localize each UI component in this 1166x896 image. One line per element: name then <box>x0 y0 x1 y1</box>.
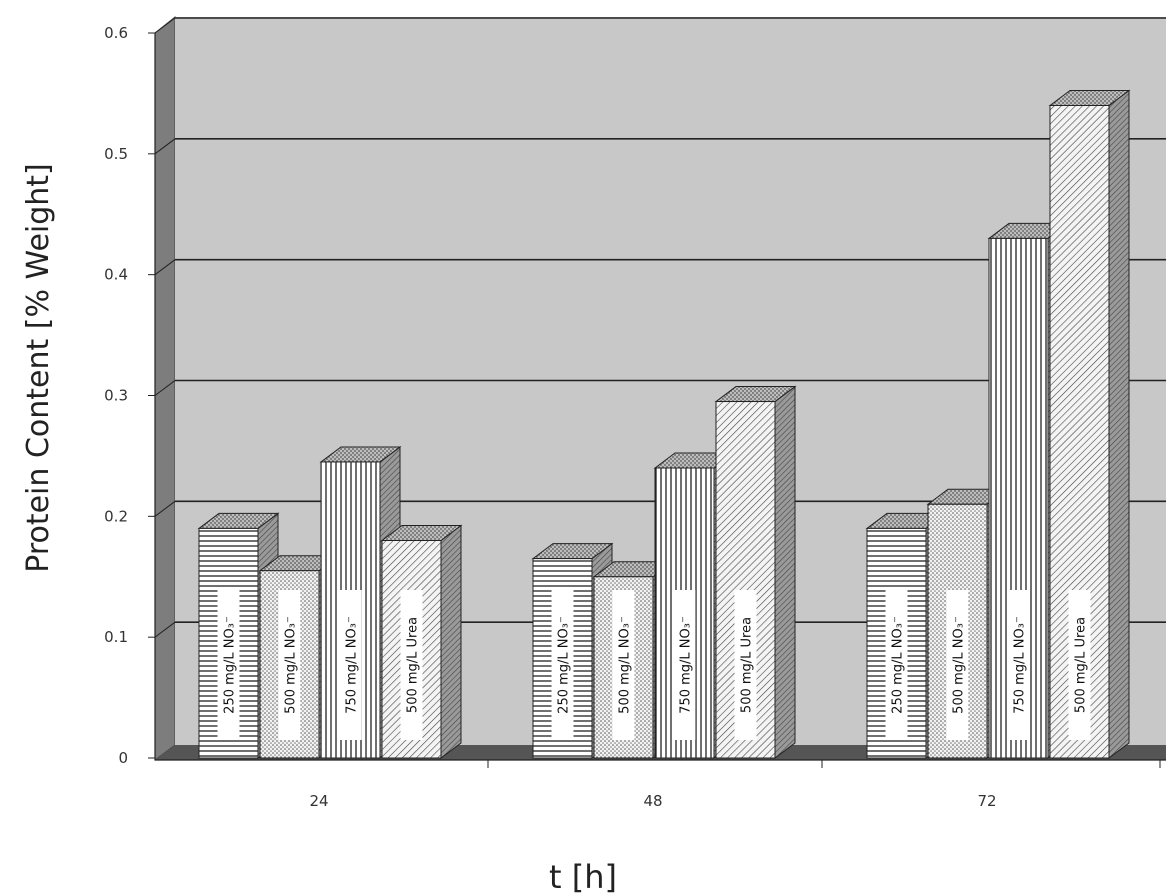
series-label: 250 mg/L NO₃⁻ <box>223 616 238 714</box>
x-axis-title: t [h] <box>549 858 617 896</box>
bar: 500 mg/L Urea <box>714 385 797 759</box>
bar-label-bg <box>946 590 969 740</box>
y-axis-title: Protein Content [% Weight] <box>21 163 56 573</box>
axes <box>148 32 1166 768</box>
bar-label-bg <box>1007 590 1030 740</box>
gridline-side <box>154 138 176 155</box>
series-label: 750 mg/L NO₃⁻ <box>679 616 694 714</box>
y-tick-label: 0.6 <box>104 24 128 42</box>
bar: 250 mg/L NO₃⁻ <box>865 512 948 759</box>
bar-label-bg <box>612 590 635 740</box>
series-label: 250 mg/L NO₃⁻ <box>891 616 906 714</box>
gridline-side <box>154 621 176 638</box>
bar-label-bg <box>339 590 362 740</box>
bar-label-bg <box>217 590 240 740</box>
series-label: 750 mg/L NO₃⁻ <box>1013 616 1028 714</box>
y-tick-label: 0.4 <box>104 266 128 284</box>
bar-side <box>1108 89 1130 759</box>
series-label: 250 mg/L NO₃⁻ <box>557 616 572 714</box>
x-tick-label: 48 <box>643 792 662 810</box>
series-label: 500 mg/L NO₃⁻ <box>284 616 299 714</box>
bar-label-bg <box>734 590 757 740</box>
series-label: 750 mg/L NO₃⁻ <box>345 616 360 714</box>
bar-side <box>440 524 462 759</box>
bar-label-bg <box>673 590 696 740</box>
bar: 500 mg/L Urea <box>380 524 463 759</box>
series-label: 500 mg/L Urea <box>406 617 421 713</box>
bar-label-bg <box>885 590 908 740</box>
bar-label-bg <box>400 590 423 740</box>
bar-side <box>774 385 796 759</box>
x-tick-label: 24 <box>309 792 328 810</box>
bar-label-bg <box>1068 590 1091 740</box>
y-tick-label: 0.5 <box>104 145 128 163</box>
series-label: 500 mg/L NO₃⁻ <box>952 616 967 714</box>
y-tick-label: 0 <box>118 749 128 767</box>
x-tick-label: 72 <box>977 792 996 810</box>
y-tick-label: 0.3 <box>104 387 128 405</box>
gridline-side <box>154 500 176 517</box>
y-tick-label: 0.2 <box>104 507 128 525</box>
gridline-side <box>154 259 176 276</box>
tick-labels: 0 0.1 0.2 0.3 0.4 0.5 0.6 24 48 72 <box>104 24 996 810</box>
series-label: 500 mg/L Urea <box>1074 617 1089 713</box>
y-tick-label: 0.1 <box>104 628 128 646</box>
bar-label-bg <box>278 590 301 740</box>
bar: 500 mg/L Urea <box>1048 89 1131 759</box>
gridline-side <box>154 17 176 34</box>
gridline-side <box>154 380 176 396</box>
series-label: 500 mg/L Urea <box>740 617 755 713</box>
bar-label-bg <box>551 590 574 740</box>
bars: 250 mg/L NO₃⁻ 500 mg/L NO₃⁻ 750 mg/L NO₃⁻ 5… <box>197 89 1131 759</box>
series-label: 500 mg/L NO₃⁻ <box>618 616 633 714</box>
